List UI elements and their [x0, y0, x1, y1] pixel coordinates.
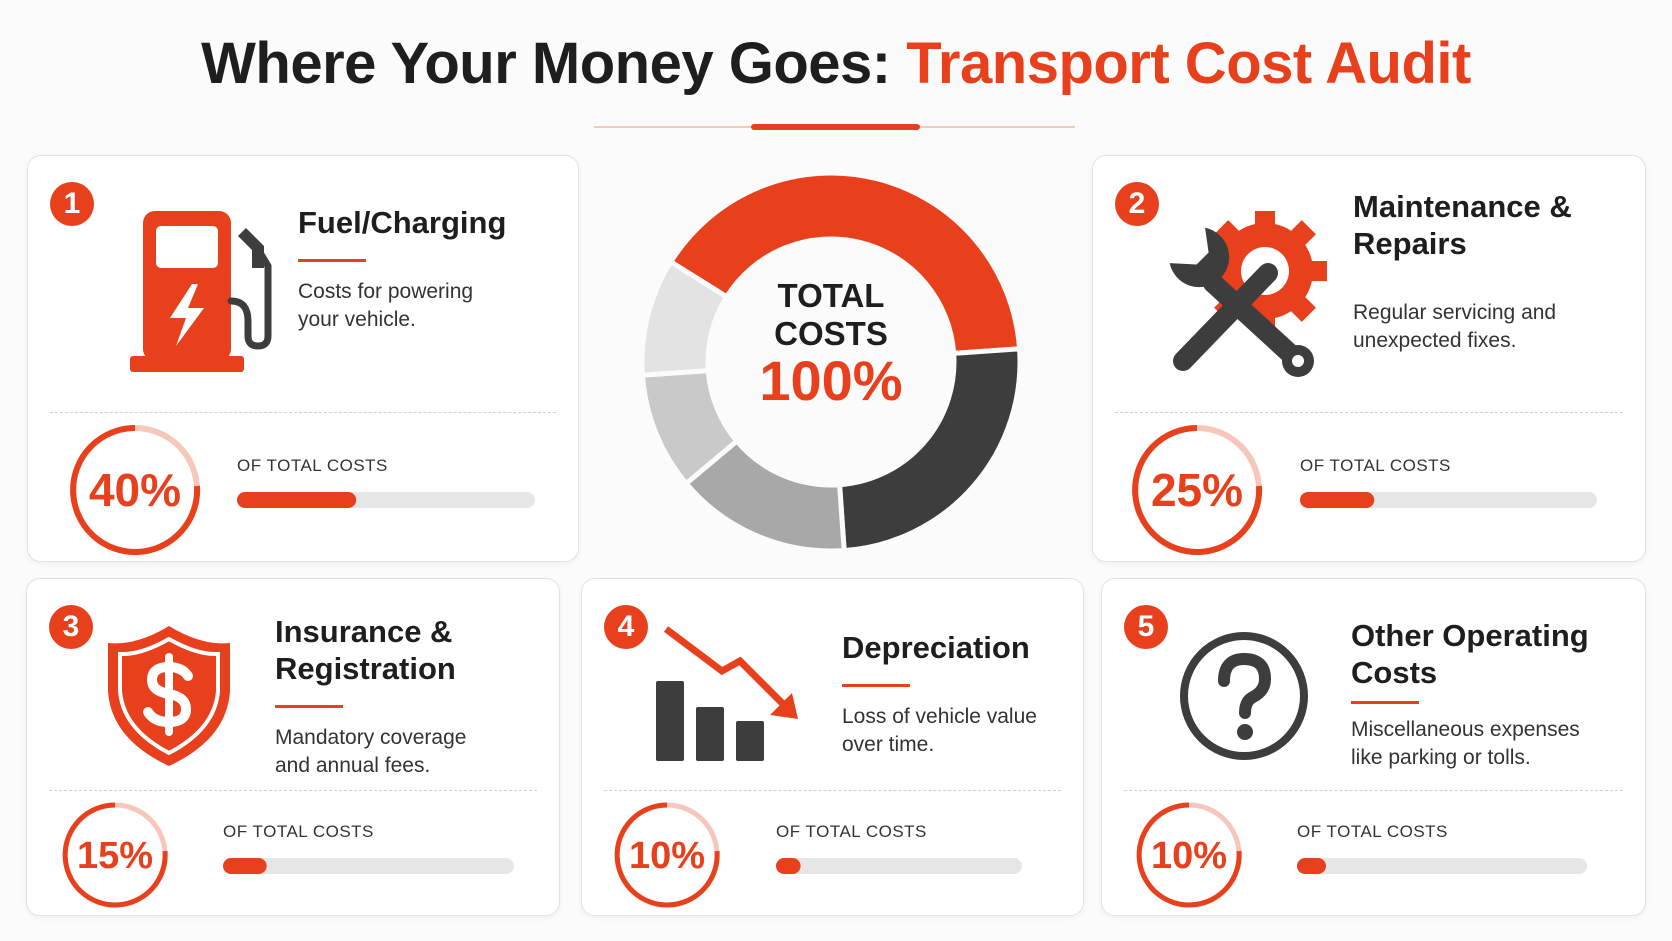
meter: 25% OF TOTAL COSTS	[1132, 425, 1597, 555]
title-rule	[842, 684, 910, 687]
card-description: Mandatory coverage and annual fees.	[275, 726, 467, 777]
progress-fill	[776, 858, 801, 874]
separator	[1115, 412, 1623, 413]
card-description: Miscellaneous expenses like parking or t…	[1351, 718, 1580, 769]
donut-segment	[667, 170, 1023, 357]
card-description: Regular servicing and unexpected fixes.	[1353, 301, 1557, 352]
center-total: 100%	[759, 349, 902, 412]
card-title: Maintenance & Repairs	[1353, 189, 1572, 261]
cost-card: 3 Insurance & Registration Mandatory cov…	[26, 578, 560, 916]
ring-arc	[614, 802, 720, 908]
ring-arc	[70, 425, 201, 555]
separator	[1124, 790, 1623, 791]
ring-arc	[62, 802, 168, 908]
depreciation-icon	[656, 626, 798, 761]
donut-segment	[639, 258, 731, 378]
card-description: Loss of vehicle value over time.	[842, 705, 1037, 756]
progress-fill	[223, 858, 267, 874]
progress-track	[776, 858, 1022, 874]
title-lead: Where Your Money Goes:	[201, 31, 891, 96]
card-title: Depreciation	[842, 630, 1030, 665]
separator	[49, 790, 537, 791]
separator	[604, 790, 1061, 791]
title-rule	[1351, 701, 1419, 704]
title-rule	[275, 705, 343, 708]
badge: 3	[49, 605, 93, 649]
percent-label: 10%	[1151, 835, 1227, 877]
fuel-icon	[130, 211, 272, 372]
progress-track	[1297, 858, 1587, 874]
question-icon	[1180, 632, 1308, 760]
card-title: Fuel/Charging	[298, 205, 507, 240]
meter: 40% OF TOTAL COSTS	[70, 425, 535, 555]
percent-label: 25%	[1151, 464, 1243, 516]
progress-track	[223, 858, 514, 874]
badge: 1	[50, 182, 94, 226]
progress-fill	[1300, 492, 1375, 508]
center-line: TOTAL	[778, 277, 885, 314]
meter: 10% OF TOTAL COSTS	[614, 802, 1022, 908]
progress-track	[1300, 492, 1597, 508]
card-title: Other Operating Costs	[1351, 618, 1589, 690]
badge: 4	[604, 605, 648, 649]
caption: OF TOTAL COSTS	[1297, 822, 1448, 841]
caption: OF TOTAL COSTS	[1300, 456, 1451, 475]
tools-icon	[1169, 211, 1327, 377]
percent-label: 10%	[629, 835, 705, 877]
caption: OF TOTAL COSTS	[237, 456, 388, 475]
meter: 15% OF TOTAL COSTS	[62, 802, 514, 908]
progress-fill	[1297, 858, 1326, 874]
percent-label: 40%	[89, 464, 181, 516]
title-rule	[298, 259, 366, 262]
cost-card: 4 Depreciation Loss of vehicle value ove…	[581, 578, 1084, 916]
separator	[50, 412, 556, 413]
badge: 2	[1115, 182, 1159, 226]
card-description: Costs for powering your vehicle.	[298, 280, 474, 331]
caption: OF TOTAL COSTS	[223, 822, 374, 841]
cost-card: 1 Fuel/Charging Costs for powering your …	[27, 155, 579, 562]
title-accent: Transport Cost Audit	[906, 31, 1471, 96]
ring-arc	[1132, 425, 1263, 555]
badge: 5	[1124, 605, 1168, 649]
meter: 10% OF TOTAL COSTS	[1136, 802, 1587, 908]
cost-card: 2 Maintenance & Repairs Regular servicin…	[1092, 155, 1646, 562]
donut-segment	[836, 346, 1023, 554]
cost-card: 5 Other Operating Costs Miscellaneous ex…	[1101, 578, 1646, 916]
percent-label: 15%	[77, 835, 153, 877]
card-title: Insurance & Registration	[275, 614, 456, 686]
shield-icon	[108, 626, 230, 766]
caption: OF TOTAL COSTS	[776, 822, 927, 841]
progress-fill	[237, 492, 357, 508]
center-line: COSTS	[774, 315, 888, 352]
page-title: Where Your Money Goes: Transport Cost Au…	[0, 30, 1672, 97]
ring-arc	[1136, 802, 1242, 908]
